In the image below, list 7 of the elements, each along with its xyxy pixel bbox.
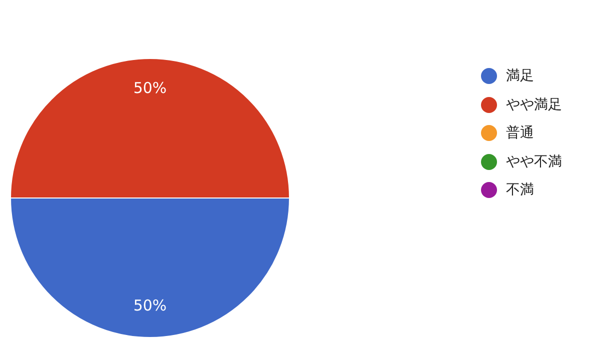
legend-label: やや満足: [506, 96, 562, 114]
legend-label: やや不満: [506, 152, 562, 171]
legend-label: 満足: [506, 67, 534, 86]
legend-label: 普通: [506, 124, 534, 142]
data-label: 50%: [133, 79, 167, 98]
data-label: 50%: [133, 296, 167, 315]
legend-label: 不満: [506, 181, 534, 200]
